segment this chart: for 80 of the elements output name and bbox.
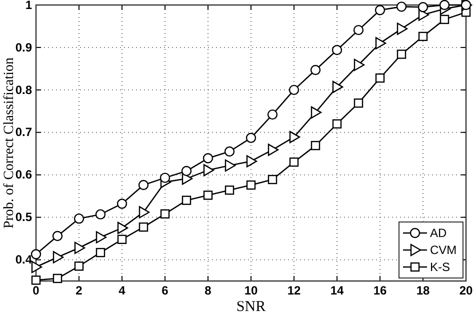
point [96, 231, 107, 244]
point [246, 155, 258, 168]
point [138, 180, 149, 190]
x-tick-label: 12 [287, 284, 301, 298]
point [268, 144, 279, 156]
point [289, 130, 300, 144]
point [30, 249, 42, 260]
point [354, 98, 364, 108]
point [440, 14, 450, 24]
x-tick-label: 18 [416, 284, 430, 298]
point [182, 196, 192, 205]
point [310, 64, 321, 76]
y-tick-label: 0.5 [15, 210, 32, 224]
point [52, 251, 64, 264]
y-tick-label: 0.9 [15, 40, 32, 54]
point [460, 0, 472, 10]
point [74, 242, 86, 254]
point [117, 234, 127, 244]
point [374, 4, 386, 16]
point [267, 109, 278, 120]
y-tick-label: 1 [25, 0, 32, 12]
point [418, 2, 428, 12]
y-tick-label: 0.8 [15, 82, 32, 97]
y-tick-label: 0.7 [15, 125, 32, 140]
point [418, 32, 428, 42]
point [224, 186, 234, 195]
point [224, 146, 235, 157]
x-tick-label: 4 [118, 284, 126, 298]
x-axis-title: SNR [236, 299, 266, 313]
point [354, 58, 365, 71]
point [396, 22, 408, 35]
point [117, 222, 128, 234]
y-tick-label: 0.6 [15, 168, 32, 182]
point [439, 0, 450, 10]
point [202, 153, 214, 164]
point [74, 213, 84, 224]
x-tick-label: 20 [459, 284, 473, 298]
y-axis-title: Prob. of Correct Classification [2, 57, 17, 229]
point [332, 80, 344, 94]
x-tick-label: 16 [373, 284, 387, 298]
x-tick-label: 0 [32, 284, 40, 298]
point [74, 262, 84, 271]
point [116, 198, 128, 209]
x-tick-label: 10 [244, 284, 258, 298]
point [246, 132, 256, 144]
point [375, 73, 385, 83]
x-tick-label: 8 [204, 284, 212, 298]
point [310, 106, 322, 119]
point [289, 158, 299, 167]
point [160, 209, 170, 219]
x-tick-label: 14 [330, 284, 344, 298]
point [160, 172, 170, 183]
x-tick-label: 6 [162, 284, 169, 298]
point [268, 174, 278, 184]
point [203, 164, 214, 176]
point [138, 206, 150, 218]
point [288, 84, 300, 96]
point [375, 37, 386, 50]
point [52, 230, 63, 242]
point [203, 190, 213, 200]
point [246, 180, 256, 190]
point [31, 276, 41, 285]
point [396, 2, 407, 12]
point [353, 24, 364, 36]
point [138, 222, 148, 232]
legend-label: CVM [430, 243, 457, 257]
point [181, 166, 192, 176]
point [332, 119, 342, 128]
point [52, 274, 62, 284]
point [332, 44, 342, 56]
point [396, 50, 406, 59]
point [31, 260, 42, 274]
legend-label: AD [430, 226, 448, 240]
point [224, 159, 236, 172]
y-tick-label: 0.4 [15, 252, 32, 267]
legend-label: K-S [430, 260, 450, 274]
x-tick-label: 2 [76, 284, 83, 298]
point [310, 140, 320, 150]
point [96, 248, 106, 258]
point [95, 209, 106, 220]
